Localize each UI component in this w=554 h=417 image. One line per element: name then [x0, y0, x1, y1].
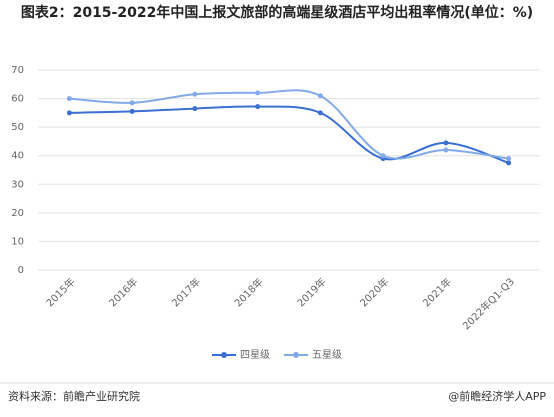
legend-marker — [293, 352, 299, 358]
y-tick-label: 70 — [11, 65, 24, 76]
legend-label: 四星级 — [240, 349, 270, 361]
y-tick-label: 30 — [11, 179, 24, 190]
series-line — [69, 89, 509, 160]
point — [129, 108, 135, 114]
point — [317, 110, 323, 116]
point — [255, 90, 261, 96]
x-tick-label: 2018年 — [232, 275, 266, 309]
series-line — [69, 105, 509, 164]
point — [506, 160, 512, 166]
x-tick-label: 2017年 — [169, 275, 203, 309]
point — [255, 104, 261, 110]
point — [192, 91, 198, 97]
point — [443, 147, 449, 153]
legend-label: 五星级 — [312, 349, 342, 361]
point — [506, 156, 512, 162]
x-tick-label: 2015年 — [43, 275, 77, 309]
y-tick-label: 0 — [18, 265, 24, 276]
point — [380, 153, 386, 159]
y-tick-label: 10 — [11, 236, 24, 247]
x-tick-label: 2020年 — [357, 275, 391, 309]
y-tick-label: 50 — [11, 122, 24, 133]
x-tick-label: 2016年 — [106, 275, 140, 309]
y-tick-label: 40 — [11, 151, 24, 162]
source: 资料来源：前瞻产业研究院 — [8, 389, 140, 403]
legend-marker — [221, 352, 227, 358]
point — [129, 100, 135, 106]
point — [317, 93, 323, 99]
chart-title: 图表2：2015-2022年中国上报文旅部的高端星级酒店平均出租率情况(单位：%… — [20, 5, 534, 21]
point — [66, 110, 72, 116]
x-tick-label: 2019年 — [294, 275, 328, 309]
point — [192, 106, 198, 112]
point — [443, 140, 449, 146]
brand: @前瞻经济学人APP — [448, 389, 546, 403]
y-tick-label: 60 — [11, 94, 24, 105]
x-tick-label: 2021年 — [420, 275, 454, 309]
point — [66, 96, 72, 102]
x-tick-label: 2022年Q1-Q3 — [460, 275, 517, 332]
y-tick-label: 20 — [11, 208, 24, 219]
